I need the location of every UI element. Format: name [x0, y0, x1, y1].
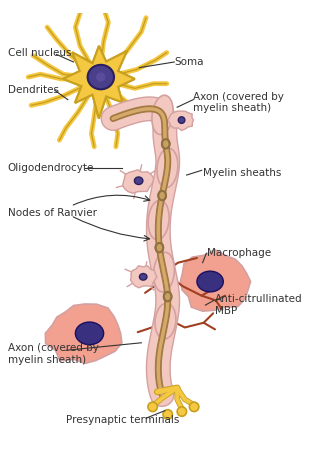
Ellipse shape [134, 177, 143, 184]
Polygon shape [123, 170, 153, 193]
Polygon shape [63, 46, 135, 118]
Ellipse shape [87, 65, 114, 89]
Ellipse shape [155, 303, 176, 339]
Ellipse shape [75, 322, 104, 345]
Ellipse shape [156, 243, 163, 252]
Text: Oligodendrocyte: Oligodendrocyte [8, 163, 94, 173]
Ellipse shape [164, 292, 171, 302]
Ellipse shape [162, 139, 170, 149]
Text: Dendrites: Dendrites [8, 85, 59, 95]
Ellipse shape [163, 410, 172, 419]
Ellipse shape [158, 191, 166, 200]
Ellipse shape [153, 252, 174, 292]
Text: Anti-citrullinated
MBP: Anti-citrullinated MBP [215, 294, 302, 316]
Polygon shape [168, 111, 194, 130]
Ellipse shape [164, 292, 171, 302]
Text: Cell nucleus: Cell nucleus [8, 48, 71, 58]
Ellipse shape [189, 402, 199, 412]
Ellipse shape [157, 148, 178, 188]
Ellipse shape [96, 72, 106, 82]
Polygon shape [63, 46, 135, 118]
Text: Presynaptic terminals: Presynaptic terminals [66, 415, 179, 425]
Ellipse shape [197, 271, 223, 292]
Ellipse shape [158, 191, 166, 200]
Ellipse shape [148, 402, 157, 412]
Text: Macrophage: Macrophage [207, 248, 271, 258]
Text: Nodes of Ranvier: Nodes of Ranvier [8, 208, 97, 218]
Ellipse shape [152, 95, 173, 135]
Text: Axon (covered by
myelin sheath): Axon (covered by myelin sheath) [193, 92, 284, 113]
Ellipse shape [156, 243, 163, 252]
Ellipse shape [177, 407, 187, 416]
Text: Myelin sheaths: Myelin sheaths [203, 168, 281, 178]
Polygon shape [131, 266, 157, 288]
Text: Soma: Soma [174, 57, 204, 67]
Ellipse shape [148, 200, 169, 240]
Polygon shape [180, 250, 251, 311]
Ellipse shape [162, 139, 170, 149]
Ellipse shape [178, 117, 185, 123]
Text: Axon (covered by
myelin sheath): Axon (covered by myelin sheath) [8, 343, 98, 365]
Ellipse shape [139, 274, 147, 280]
Polygon shape [45, 304, 122, 364]
